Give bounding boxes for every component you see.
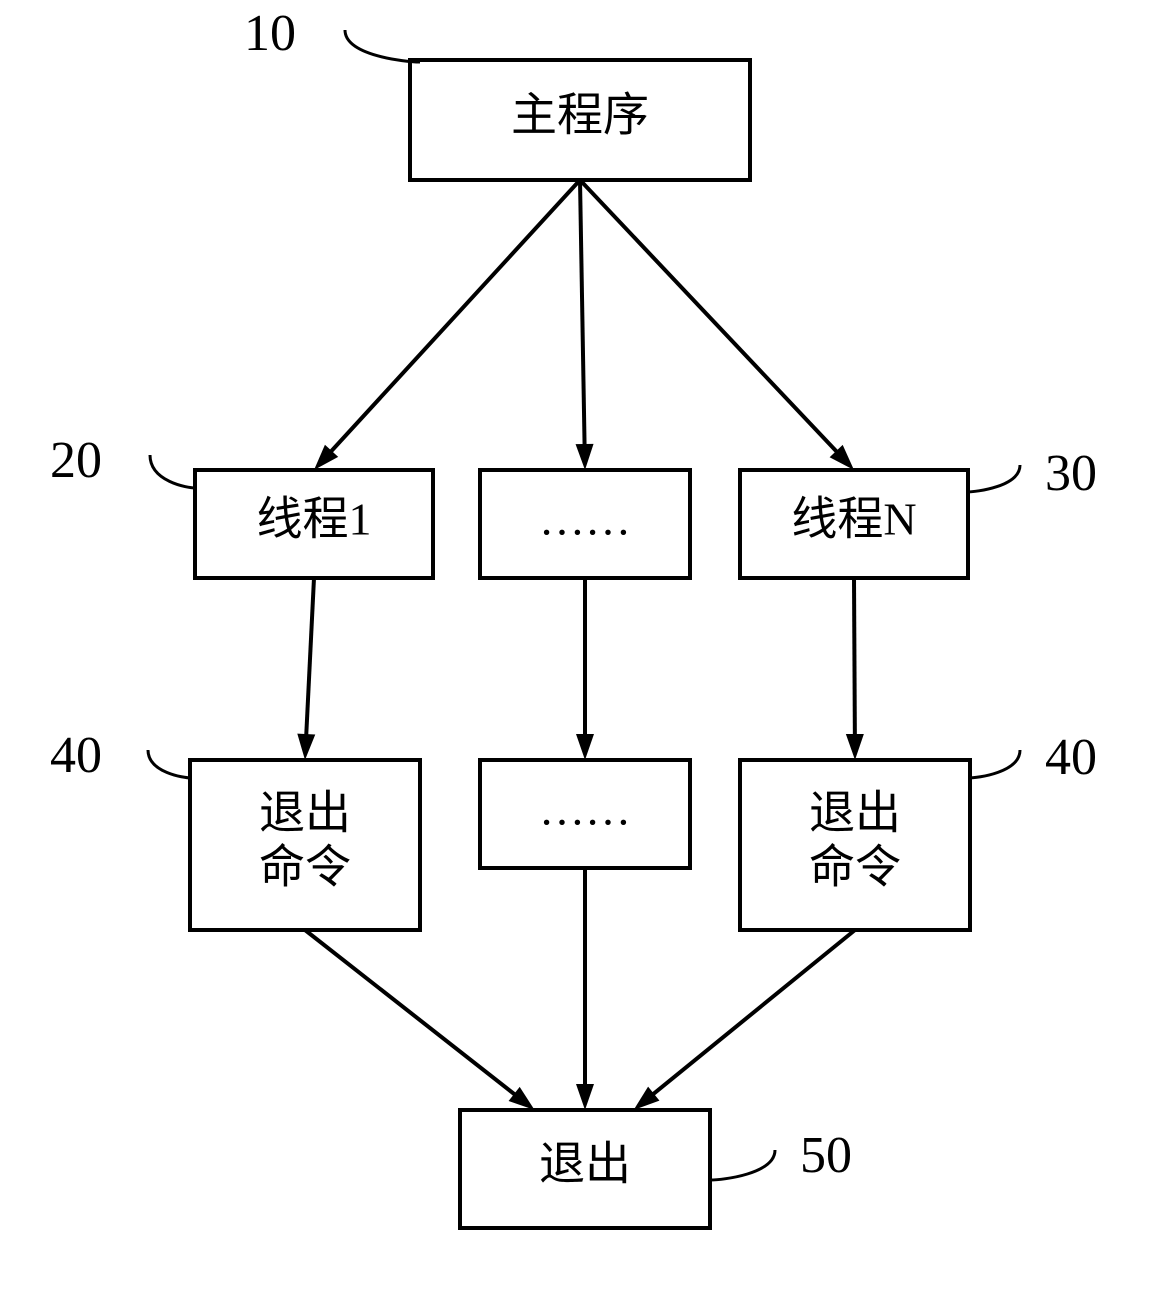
node-exit1: 退出命令 bbox=[190, 760, 420, 930]
ref-30-tn: 30 bbox=[966, 445, 1097, 502]
node-main: 主程序 bbox=[410, 60, 750, 180]
edges-layer bbox=[297, 180, 864, 1110]
edge-line bbox=[325, 180, 580, 459]
edge-line bbox=[854, 578, 855, 744]
arrowhead-icon bbox=[297, 734, 315, 760]
edge-exdots-to-final bbox=[576, 868, 594, 1110]
node-exdots: …… bbox=[480, 760, 690, 868]
node-label: 退出 bbox=[259, 787, 351, 838]
edge-line bbox=[580, 180, 843, 459]
ref-40-exit1: 40 bbox=[50, 727, 192, 784]
edge-exitn-to-final bbox=[634, 930, 855, 1110]
ref-leader bbox=[148, 750, 192, 778]
ref-label: 30 bbox=[1045, 445, 1097, 502]
arrowhead-icon bbox=[576, 444, 594, 470]
node-label: …… bbox=[539, 784, 631, 835]
ref-leader bbox=[150, 455, 196, 488]
node-label: 主程序 bbox=[511, 90, 649, 141]
node-label: 线程N bbox=[791, 494, 916, 545]
node-tdots: …… bbox=[480, 470, 690, 578]
node-tn: 线程N bbox=[740, 470, 968, 578]
ref-leader bbox=[968, 750, 1020, 778]
edge-main-to-t1 bbox=[314, 180, 580, 470]
edge-line bbox=[646, 930, 855, 1100]
ref-leader bbox=[710, 1150, 775, 1180]
edge-tdots-to-exdots bbox=[576, 578, 594, 760]
flowchart-canvas: 主程序线程1……线程N退出命令……退出命令退出102030404050 bbox=[0, 0, 1168, 1307]
arrowhead-icon bbox=[846, 734, 864, 760]
ref-10-main: 10 bbox=[244, 5, 420, 62]
edge-t1-to-exit1 bbox=[297, 578, 315, 760]
node-label: …… bbox=[539, 494, 631, 545]
arrowhead-icon bbox=[576, 1084, 594, 1110]
edge-line bbox=[580, 180, 585, 454]
node-t1: 线程1 bbox=[195, 470, 433, 578]
edge-line bbox=[305, 930, 522, 1100]
ref-50-final: 50 bbox=[710, 1127, 852, 1184]
node-label: 命令 bbox=[809, 842, 901, 893]
edge-tn-to-exitn bbox=[846, 578, 864, 760]
edge-main-to-tn bbox=[580, 180, 854, 470]
ref-leader bbox=[345, 30, 420, 62]
ref-label: 40 bbox=[1045, 729, 1097, 786]
edge-line bbox=[306, 578, 314, 744]
arrowhead-icon bbox=[576, 734, 594, 760]
ref-label: 20 bbox=[50, 432, 102, 489]
node-label: 命令 bbox=[259, 842, 351, 893]
edge-exit1-to-final bbox=[305, 930, 535, 1110]
edge-main-to-tdots bbox=[576, 180, 594, 470]
ref-20-t1: 20 bbox=[50, 432, 196, 489]
ref-label: 10 bbox=[244, 5, 296, 62]
ref-label: 40 bbox=[50, 727, 102, 784]
node-label: 退出 bbox=[809, 787, 901, 838]
ref-label: 50 bbox=[800, 1127, 852, 1184]
ref-40-exitn: 40 bbox=[968, 729, 1097, 786]
node-exitn: 退出命令 bbox=[740, 760, 970, 930]
ref-leader bbox=[966, 465, 1020, 492]
node-label: 退出 bbox=[539, 1139, 631, 1190]
node-label: 线程1 bbox=[257, 494, 372, 545]
node-final: 退出 bbox=[460, 1110, 710, 1228]
